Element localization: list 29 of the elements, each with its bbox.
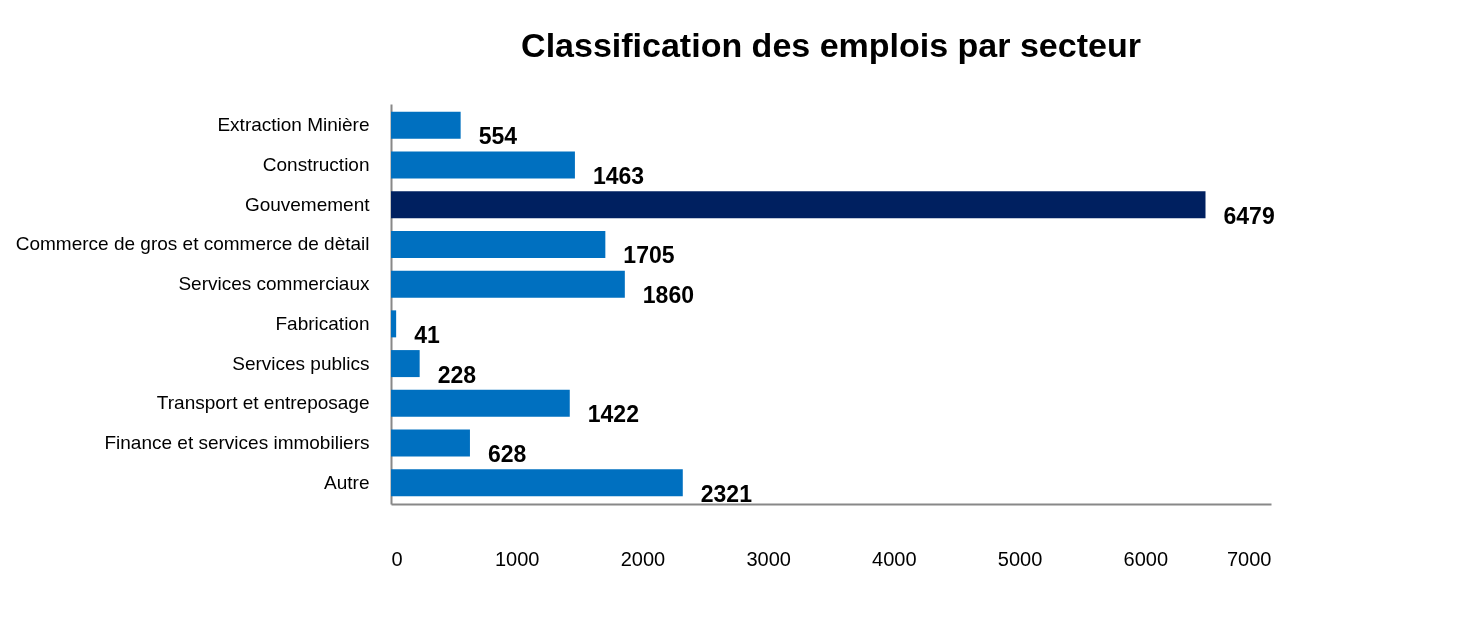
x-tick-label: 2000 bbox=[620, 547, 666, 570]
x-tick-label: 4000 bbox=[872, 547, 917, 570]
y-tick-label: Extraction Minière bbox=[217, 114, 370, 136]
data-label: 1463 bbox=[592, 162, 645, 189]
y-tick-label: Autre bbox=[324, 471, 370, 493]
y-tick-label: Construction bbox=[262, 153, 370, 175]
y-tick-label: Services commerciaux bbox=[178, 273, 370, 295]
data-label: 554 bbox=[478, 123, 518, 150]
data-label: 228 bbox=[437, 361, 477, 388]
data-label: 628 bbox=[487, 441, 527, 468]
data-label: 41 bbox=[414, 321, 440, 348]
data-label: 6479 bbox=[1223, 202, 1275, 229]
y-tick-label: Finance et services immobiliers bbox=[104, 432, 370, 454]
data-label: 1860 bbox=[642, 282, 694, 309]
y-tick-label: Transport et entreposage bbox=[156, 392, 370, 414]
x-tick-label: 6000 bbox=[1123, 547, 1169, 570]
y-tick-label: Fabrication bbox=[275, 312, 370, 334]
chart-title: Classification des emplois par secteur bbox=[521, 26, 1141, 64]
x-tick-label: 7000 bbox=[1227, 547, 1272, 570]
x-tick-label: 5000 bbox=[997, 547, 1043, 570]
data-label: 2321 bbox=[700, 480, 753, 507]
data-label: 1705 bbox=[623, 242, 675, 269]
y-tick-label: Gouvemement bbox=[244, 193, 371, 215]
y-tick-label: Commerce de gros et commerce de dètail bbox=[15, 233, 370, 255]
x-tick-label: 3000 bbox=[746, 547, 791, 570]
y-tick-label: Services publics bbox=[232, 352, 370, 374]
x-tick-label: 1000 bbox=[494, 547, 540, 570]
data-label: 1422 bbox=[587, 401, 639, 428]
x-tick-label: 0 bbox=[391, 547, 403, 570]
